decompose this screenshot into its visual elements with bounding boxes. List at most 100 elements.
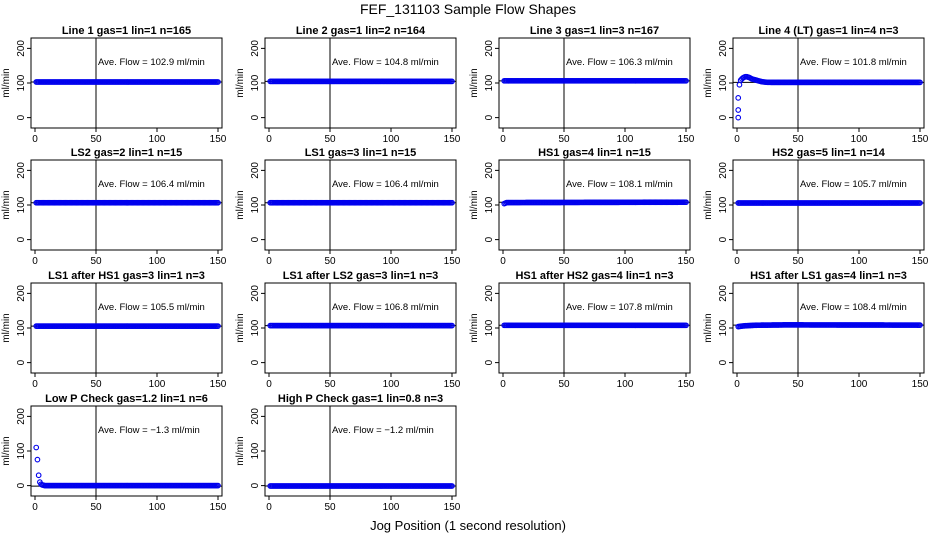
y-axis-label: ml/min <box>235 68 246 97</box>
panel-title: Low P Check gas=1.2 lin=1 n=6 <box>45 393 208 405</box>
average-flow-annotation: Ave. Flow = 101.8 ml/min <box>800 57 907 68</box>
y-tick-label: 200 <box>484 40 495 57</box>
y-tick-label: 100 <box>484 196 495 213</box>
y-axis-label: ml/min <box>469 190 480 219</box>
x-tick-label: 0 <box>266 256 272 267</box>
data-point <box>449 322 455 329</box>
panel-1: Line 1 gas=1 lin=1 n=165 0 100 200 ml/min 0 50… <box>1 25 227 145</box>
y-tick-label: 100 <box>16 196 27 213</box>
data-points <box>267 199 455 206</box>
x-tick-label: 0 <box>32 502 38 513</box>
data-point <box>449 199 455 206</box>
x-tick-label: 50 <box>558 379 570 390</box>
x-tick-label: 50 <box>792 134 804 145</box>
data-point <box>34 456 41 463</box>
panel-10: LS1 after LS2 gas=3 lin=1 n=3 0 100 200 ml/m… <box>235 270 461 390</box>
panel-13: Low P Check gas=1.2 lin=1 n=6 0 100 200 ml/m… <box>1 393 227 513</box>
x-tick-label: 150 <box>210 256 227 267</box>
x-tick-label: 100 <box>617 134 634 145</box>
data-points <box>735 322 923 330</box>
data-point <box>33 444 40 451</box>
data-point <box>449 483 455 489</box>
x-tick-label: 50 <box>90 502 102 513</box>
y-axis-label: ml/min <box>703 313 714 342</box>
data-point <box>35 472 42 479</box>
x-tick-label: 0 <box>500 379 506 390</box>
y-tick-label: 0 <box>250 359 261 365</box>
y-tick-label: 0 <box>718 236 729 242</box>
x-tick-label: 100 <box>149 134 166 145</box>
y-axis-label: ml/min <box>1 68 12 97</box>
average-flow-annotation: Ave. Flow = 105.5 ml/min <box>98 302 205 313</box>
panel-title: HS1 after LS1 gas=4 lin=1 n=3 <box>750 270 907 282</box>
x-tick-label: 100 <box>851 134 868 145</box>
panel-12: HS1 after LS1 gas=4 lin=1 n=3 0 100 200 ml/m… <box>703 270 929 390</box>
x-tick-label: 50 <box>324 379 336 390</box>
average-flow-annotation: Ave. Flow = 108.4 ml/min <box>800 302 907 313</box>
y-tick-label: 0 <box>16 114 27 120</box>
panel-4: Line 4 (LT) gas=1 lin=4 n=3 0 100 200 ml/min… <box>703 25 929 145</box>
data-point <box>215 323 221 329</box>
y-tick-label: 0 <box>718 114 729 120</box>
data-points <box>33 79 221 85</box>
x-tick-label: 150 <box>678 379 695 390</box>
data-point <box>449 78 455 85</box>
y-tick-label: 0 <box>718 359 729 365</box>
x-tick-label: 100 <box>383 256 400 267</box>
x-tick-label: 150 <box>444 379 461 390</box>
y-tick-label: 0 <box>16 482 27 488</box>
average-flow-annotation: Ave. Flow = 108.1 ml/min <box>566 179 673 190</box>
x-tick-label: 0 <box>266 502 272 513</box>
data-point <box>735 114 742 121</box>
data-point <box>215 199 221 206</box>
panel-5: LS2 gas=2 lin=1 n=15 0 100 200 ml/min 0 50 100 1… <box>1 147 227 267</box>
y-tick-label: 200 <box>484 162 495 179</box>
x-tick-label: 0 <box>266 134 272 145</box>
y-tick-label: 100 <box>484 319 495 336</box>
y-tick-label: 100 <box>250 196 261 213</box>
y-axis-label: ml/min <box>1 436 12 465</box>
panel-title: Line 3 gas=1 lin=3 n=167 <box>530 25 659 37</box>
figure-title: FEF_131103 Sample Flow Shapes <box>359 1 577 17</box>
panel-title: High P Check gas=1 lin=0.8 n=3 <box>278 393 443 405</box>
panel-title: LS1 gas=3 lin=1 n=15 <box>305 147 417 159</box>
y-axis-label: ml/min <box>469 313 480 342</box>
panel-14: High P Check gas=1 lin=0.8 n=3 0 100 200 ml/… <box>235 393 461 513</box>
y-tick-label: 200 <box>250 408 261 425</box>
y-tick-label: 0 <box>250 482 261 488</box>
data-point <box>736 81 743 88</box>
y-axis-label: ml/min <box>1 190 12 219</box>
x-tick-label: 100 <box>383 502 400 513</box>
average-flow-annotation: Ave. Flow = 106.3 ml/min <box>566 57 673 68</box>
data-points <box>267 483 455 489</box>
x-tick-label: 150 <box>210 134 227 145</box>
y-tick-label: 0 <box>16 236 27 242</box>
data-point <box>215 482 221 489</box>
data-point <box>683 199 689 206</box>
y-tick-label: 100 <box>250 74 261 91</box>
x-tick-label: 0 <box>734 379 740 390</box>
data-points <box>267 322 455 329</box>
y-tick-label: 0 <box>484 114 495 120</box>
panel-title: HS2 gas=5 lin=1 n=14 <box>772 147 886 159</box>
average-flow-annotation: Ave. Flow = 104.8 ml/min <box>332 57 439 68</box>
x-tick-label: 50 <box>558 256 570 267</box>
x-tick-label: 50 <box>558 134 570 145</box>
x-tick-label: 100 <box>851 256 868 267</box>
y-axis-label: ml/min <box>469 68 480 97</box>
data-point <box>917 322 923 328</box>
data-points <box>33 199 221 206</box>
y-tick-label: 200 <box>250 285 261 302</box>
y-tick-label: 100 <box>250 319 261 336</box>
x-tick-label: 50 <box>90 256 102 267</box>
x-tick-label: 100 <box>383 379 400 390</box>
y-axis-label: ml/min <box>703 68 714 97</box>
y-tick-label: 200 <box>16 408 27 425</box>
panel-6: LS1 gas=3 lin=1 n=15 0 100 200 ml/min 0 50 100 1… <box>235 147 461 267</box>
panel-7: HS1 gas=4 lin=1 n=15 0 100 200 ml/min 0 50 100 1… <box>469 147 695 267</box>
x-tick-label: 150 <box>678 134 695 145</box>
panel-title: Line 2 gas=1 lin=2 n=164 <box>296 25 426 37</box>
x-tick-label: 100 <box>851 379 868 390</box>
x-tick-label: 0 <box>32 379 38 390</box>
